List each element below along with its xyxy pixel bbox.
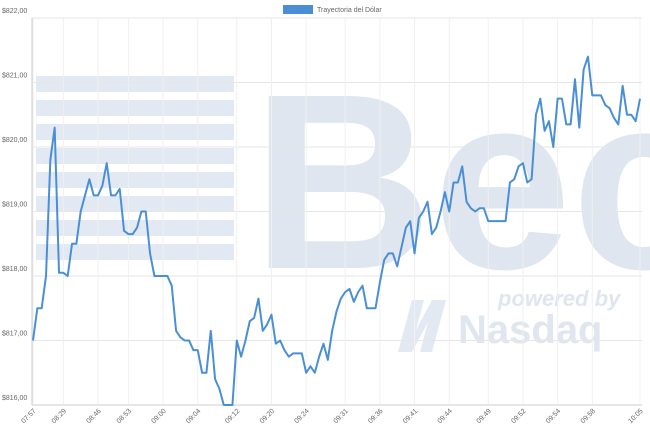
series-line [32, 55, 641, 406]
x-tick-label: 09:20 [259, 408, 276, 425]
y-tick-label: $818,00 [2, 266, 27, 273]
x-tick-label: 10:05 [627, 408, 644, 425]
x-tick-label: 09:54 [545, 408, 562, 425]
x-tick-label: 09:44 [437, 408, 454, 425]
x-tick-label: 09:58 [580, 408, 597, 425]
watermark: Bec powered by Nasdaq [36, 42, 650, 352]
x-tick-label: 09:49 [476, 408, 493, 425]
legend-swatch[interactable] [283, 5, 313, 14]
y-tick-label: $822,00 [2, 8, 27, 15]
y-tick-label: $816,00 [2, 395, 27, 402]
x-tick-label: 09:31 [333, 408, 350, 425]
y-tick-label: $821,00 [2, 72, 27, 79]
x-tick-label: 09:41 [402, 408, 419, 425]
y-tick-label: $820,00 [2, 137, 27, 144]
x-tick-label: 09:12 [224, 408, 241, 425]
x-tick-label: 09:00 [150, 408, 167, 425]
x-tick-label: 07:57 [20, 408, 37, 425]
x-tick-label: 09:24 [294, 408, 311, 425]
x-tick-label: 08:29 [51, 408, 68, 425]
x-tick-label: 08:53 [116, 408, 133, 425]
watermark-tagline: powered by [497, 286, 622, 311]
watermark-brand: Nasdaq [458, 308, 603, 352]
x-tick-label: 08:46 [85, 408, 102, 425]
x-tick-label: 09:52 [510, 408, 527, 425]
watermark-logo: Bec [252, 42, 650, 321]
y-tick-label: $819,00 [2, 201, 27, 208]
x-tick-label: 09:36 [367, 408, 384, 425]
legend-label[interactable]: Trayectoria del Dólar [317, 7, 382, 14]
x-tick-label: 09:04 [185, 408, 202, 425]
y-tick-label: $817,00 [2, 330, 27, 337]
